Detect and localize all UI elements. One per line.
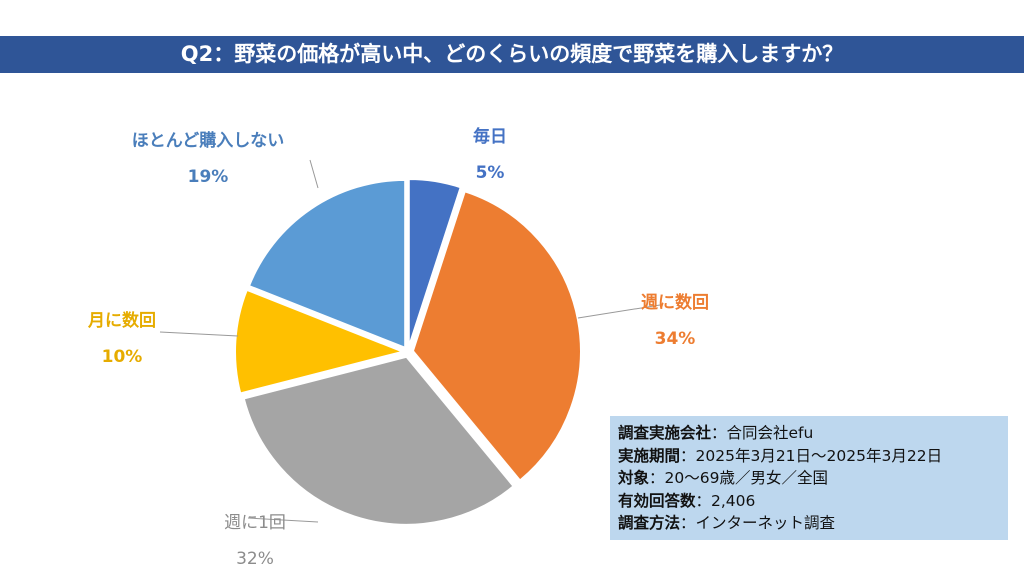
info-row: 調査方法：インターネット調査 xyxy=(618,514,836,532)
slice-label: 月に数回 10% xyxy=(88,306,156,367)
slice-name: ほとんど購入しない xyxy=(131,131,285,151)
slice-percent: 32% xyxy=(236,549,274,569)
pie-slice xyxy=(234,288,407,395)
chart-title: Q2：野菜の価格が高い中、どのくらいの頻度で野菜を購入しますか？ xyxy=(0,36,1024,73)
info-row: 実施期間：2025年3月21日～2025年3月22日 xyxy=(618,446,943,465)
slice-name: 毎日 xyxy=(473,127,507,147)
leader-line xyxy=(577,304,661,319)
leader-line xyxy=(159,331,239,337)
slice-label: 週に1回 32% xyxy=(224,508,286,569)
pie-slice xyxy=(407,178,462,348)
slice-name: 週に1回 xyxy=(224,513,286,533)
info-row: 調査実施会社：合同会社efu xyxy=(618,424,814,442)
slice-label: ほとんど購入しない 19% xyxy=(132,126,285,187)
info-row: 有効回答数：2,406 xyxy=(618,491,756,510)
slice-name: 週に数回 xyxy=(641,293,709,313)
slice-name: 月に数回 xyxy=(88,311,156,331)
pie-slice xyxy=(242,355,515,526)
info-row: 対象：20～69歳／男女／全国 xyxy=(618,469,828,487)
leader-line xyxy=(247,517,319,523)
pie-slice xyxy=(411,190,582,482)
slice-label: 週に数回 34% xyxy=(641,288,709,349)
slice-percent: 5% xyxy=(475,163,505,183)
pie-slice xyxy=(247,178,407,350)
slice-percent: 34% xyxy=(654,329,696,349)
slice-percent: 19% xyxy=(187,167,229,187)
slice-percent: 10% xyxy=(101,347,143,367)
leader-line xyxy=(309,159,319,189)
slice-label: 毎日 5% xyxy=(473,122,507,183)
survey-info-box: 調査実施会社：合同会社efu 実施期間：2025年3月21日～2025年3月22… xyxy=(610,416,1008,540)
